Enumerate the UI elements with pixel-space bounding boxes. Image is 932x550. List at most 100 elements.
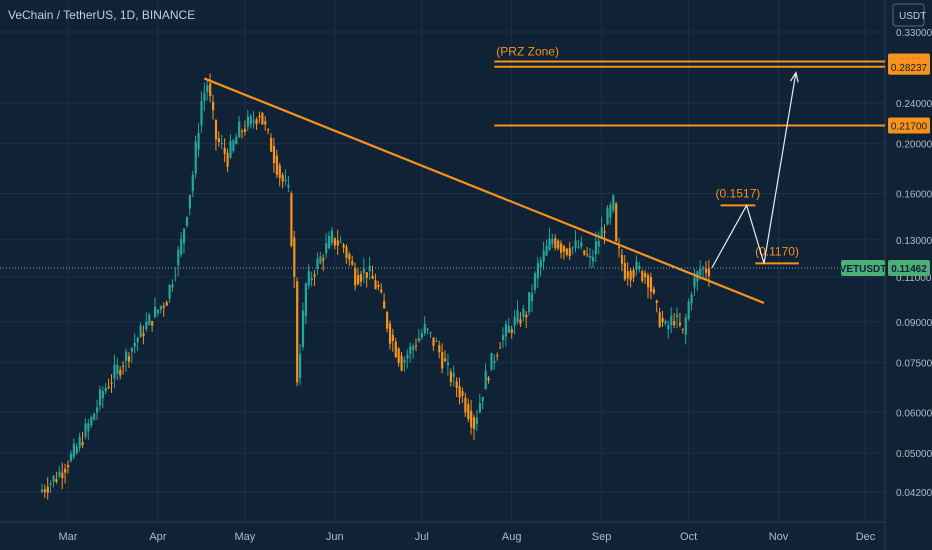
candle-body (368, 266, 371, 272)
currency-label: USDT (899, 11, 926, 22)
candle-body (551, 238, 554, 244)
candle-body (652, 288, 655, 294)
level-price-tag (888, 117, 930, 134)
candle-body (528, 292, 531, 313)
candle-body (394, 341, 397, 358)
candle-body (664, 321, 667, 324)
candle-body (554, 238, 557, 248)
candle-body (484, 370, 487, 390)
candle-body (594, 241, 597, 254)
x-tick-label: Dec (856, 531, 876, 543)
candle-body (232, 140, 235, 151)
candle-body (496, 355, 499, 357)
candle-body (180, 239, 183, 255)
candle-body (284, 179, 287, 182)
candle-body (136, 337, 139, 343)
candle-body (243, 128, 247, 133)
candle-body (139, 325, 142, 338)
candle-body (209, 83, 212, 97)
candle-body (464, 397, 467, 413)
candle-body (90, 416, 93, 426)
candle-body (493, 360, 496, 363)
x-tick-label: Apr (149, 531, 166, 543)
candle-body (69, 453, 73, 461)
candle-body (226, 152, 229, 167)
level-price-label: 0.21700 (891, 122, 928, 133)
y-tick-label: 0.24000 (896, 99, 932, 110)
candle-body (299, 354, 302, 379)
candle-body (603, 231, 606, 233)
candle-body (455, 381, 458, 389)
candle-body (313, 274, 316, 277)
candle-body (383, 300, 386, 309)
candle-body (127, 356, 131, 362)
candle-body (560, 243, 563, 253)
candle-body (490, 353, 493, 371)
candle-body (397, 348, 400, 363)
candle-body (177, 249, 180, 266)
candle-body (705, 268, 708, 273)
candle-body (217, 138, 220, 142)
candle-body (296, 281, 299, 383)
candle-body (107, 386, 110, 388)
candle-body (673, 321, 676, 326)
candle-body (612, 195, 615, 211)
candle-body (87, 423, 90, 432)
candle-body (93, 413, 96, 420)
candle-body (377, 285, 380, 288)
candle-body (487, 378, 490, 381)
candle-body (357, 275, 360, 285)
candle-body (191, 174, 194, 191)
candle-body (693, 277, 696, 288)
y-tick-label: 0.05000 (896, 449, 932, 460)
candle-body (591, 256, 595, 262)
candle-body (183, 228, 186, 244)
candle-body (81, 442, 84, 446)
candle-body (684, 317, 687, 335)
candle-body (348, 253, 351, 260)
candle-body (522, 308, 525, 318)
candle-body (467, 404, 470, 420)
candle-body (452, 373, 455, 377)
candle-body (104, 387, 107, 392)
level-price-label: 0.28237 (891, 63, 928, 74)
candle-body (475, 417, 479, 424)
candle-body (197, 133, 200, 150)
x-tick-label: Mar (59, 531, 78, 543)
candle-body (101, 391, 104, 399)
candle-body (40, 489, 44, 492)
candle-body (55, 479, 58, 482)
candle-body (159, 306, 162, 310)
y-tick-label: 0.20000 (896, 140, 932, 151)
candle-body (458, 386, 461, 398)
candle-body (194, 141, 197, 174)
candle-body (504, 323, 508, 337)
candle-body (238, 121, 241, 138)
candle-body (678, 322, 682, 326)
candle-body (49, 483, 52, 485)
candle-body (43, 489, 46, 493)
candle-body (597, 241, 600, 247)
candle-body (162, 305, 165, 308)
candle-body (519, 319, 522, 324)
candle-body (531, 293, 534, 301)
candle-body (287, 184, 290, 188)
y-tick-label: 0.09000 (896, 318, 932, 329)
candle-body (119, 369, 122, 376)
candle-body (542, 250, 545, 262)
x-tick-label: Sep (592, 531, 612, 543)
candle-body (649, 277, 653, 292)
candle-body (429, 332, 432, 334)
candle-body (667, 325, 670, 330)
candle-body (345, 246, 348, 258)
candle-body (214, 119, 218, 140)
candle-body (281, 174, 284, 182)
candle-body (351, 260, 354, 265)
candle-body (75, 446, 78, 454)
candle-body (620, 254, 624, 264)
candle-body (371, 275, 374, 280)
candle-body (98, 389, 102, 406)
candle-body (333, 238, 336, 246)
trendline (203, 77, 765, 304)
